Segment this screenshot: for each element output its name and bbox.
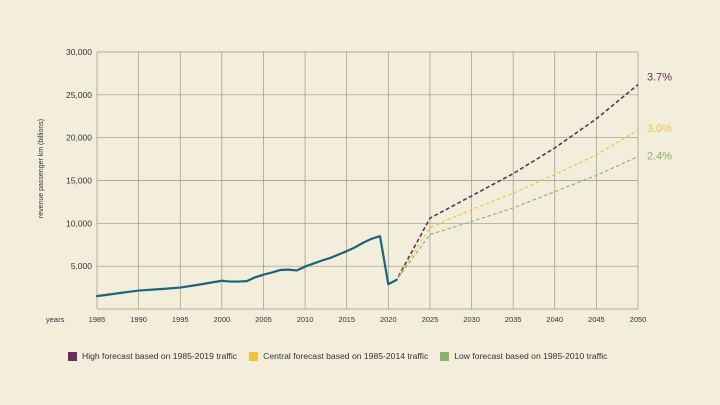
end-label-high: 3.7% [647, 72, 672, 84]
x-tick-label: 2015 [338, 315, 355, 324]
x-tick-label: 2010 [297, 315, 314, 324]
series-layer [95, 83, 639, 298]
series-line-low [388, 156, 639, 285]
end-label-central: 3.0% [647, 123, 672, 135]
x-tick-label: 2025 [422, 315, 439, 324]
legend-label-central: Central forecast based on 1985-2014 traf… [263, 351, 429, 361]
x-tick-label: 2045 [588, 315, 605, 324]
x-tick-label: 2050 [630, 315, 647, 324]
legend-swatch-high [68, 351, 77, 361]
legend-swatch-central [249, 351, 259, 361]
y-axis-label: revenue passenger km (billions) [38, 119, 45, 218]
y-tick-label: 30,000 [66, 47, 92, 57]
y-tick-label: 25,000 [66, 90, 92, 100]
series-line-historical [95, 235, 398, 298]
legend: High forecast based on 1985-2019 traffic… [68, 351, 607, 361]
legend-label-high: High forecast based on 1985-2019 traffic [82, 351, 238, 361]
y-tick-label: 10,000 [66, 218, 92, 228]
legend-item-high: High forecast based on 1985-2019 traffic [68, 351, 237, 361]
y-tick-label: 15,000 [66, 176, 92, 186]
legend-item-low: Low forecast based on 1985-2010 traffic [440, 351, 607, 361]
legend-label-low: Low forecast based on 1985-2010 traffic [454, 351, 608, 361]
series-line-high [387, 83, 639, 285]
legend-swatch-low [440, 351, 450, 361]
legend-item-central: Central forecast based on 1985-2014 traf… [249, 351, 428, 361]
x-tick-label: 2005 [255, 315, 272, 324]
y-tick-label: 20,000 [66, 133, 92, 143]
x-tick-label: 1990 [130, 315, 147, 324]
grid [96, 51, 639, 310]
y-tick-label: 5,000 [71, 261, 93, 271]
x-axis-label: years [46, 315, 65, 324]
series-line-central [388, 129, 639, 285]
axis-labels: 5,000 10,000 15,000 20,000 25,000 30,000 1985 1… [38, 47, 672, 324]
x-tick-label: 1995 [172, 315, 189, 324]
x-tick-label: 2035 [505, 315, 522, 324]
x-tick-label: 2000 [214, 315, 231, 324]
x-tick-label: 1985 [89, 315, 106, 324]
x-tick-label: 2040 [546, 315, 563, 324]
end-label-low: 2.4% [647, 151, 672, 163]
x-tick-label: 2020 [380, 315, 397, 324]
x-tick-label: 2030 [463, 315, 480, 324]
